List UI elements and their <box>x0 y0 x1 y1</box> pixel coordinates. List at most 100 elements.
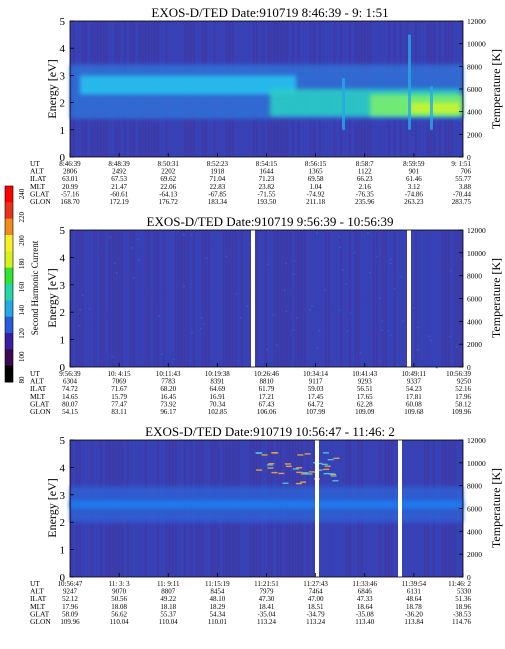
spectrogram-speckle <box>435 366 438 369</box>
orbit-cell: 49.22 <box>160 595 176 603</box>
orbit-cell: 14.65 <box>62 393 78 401</box>
orbit-cell: 1918 <box>210 168 225 176</box>
spectrogram-speckle <box>460 258 463 260</box>
spectrogram-streak <box>277 230 279 367</box>
spectrogram-speckle <box>450 269 453 272</box>
orbit-cell: 109.68 <box>404 408 424 416</box>
spectrogram-speckle <box>249 243 252 246</box>
orbit-cell: 9117 <box>309 378 323 386</box>
orbit-cell: 83.11 <box>111 408 127 416</box>
orbit-cell: 183.34 <box>208 198 228 206</box>
spectrogram-streak <box>199 230 201 367</box>
orbit-row-label: ILAT <box>30 594 47 603</box>
spectrogram-speckle <box>323 472 330 475</box>
orbit-cell: 110.04 <box>159 618 178 626</box>
spectrogram-streak <box>130 230 132 367</box>
spectrogram-streak <box>421 230 423 367</box>
spectrogram-speckle <box>182 233 185 236</box>
orbit-cell: 68.20 <box>160 385 176 393</box>
spectrogram-speckle <box>256 469 263 471</box>
orbit-cell: 109.96 <box>60 618 80 626</box>
orbit-cell: 56.62 <box>111 610 127 618</box>
spectrogram-streak <box>364 230 366 367</box>
orbit-cell: 10:26:46 <box>254 370 279 378</box>
spectrogram-streak <box>217 230 219 367</box>
colorbar-tick-label: 200 <box>18 235 26 246</box>
spectrogram-streak <box>430 230 432 367</box>
spectrogram-streak <box>358 230 360 367</box>
spectrogram-speckle <box>293 290 296 292</box>
orbit-cell: 11:39:54 <box>402 580 427 588</box>
orbit-cell: 71.04 <box>210 175 226 183</box>
spectrogram-speckle <box>70 248 73 250</box>
spectrogram-speckle <box>366 231 369 234</box>
y2-tick-label: 10000 <box>467 40 486 49</box>
spectrogram-speckle <box>312 332 315 335</box>
spectrogram-speckle <box>284 262 287 265</box>
spectrogram-speckle <box>311 305 314 308</box>
spectrogram-speckle <box>261 361 264 363</box>
y-tick-label: 3 <box>60 70 66 82</box>
spectrogram-streak <box>154 230 156 367</box>
orbit-cell: -74.92 <box>307 190 326 198</box>
spectrogram-speckle <box>330 473 337 476</box>
spectrogram-streak <box>292 230 294 367</box>
spectrogram-streak <box>298 230 300 367</box>
orbit-cell: -35.08 <box>356 610 375 618</box>
spectrogram-speckle <box>90 324 93 327</box>
spectrogram-spike <box>430 86 433 130</box>
orbit-cell: 71.23 <box>259 175 275 183</box>
orbit-cell: -36.20 <box>405 610 424 618</box>
orbit-row-label: ILAT <box>30 174 47 183</box>
spectrogram-streak <box>373 230 375 367</box>
spectrogram-streak <box>307 230 309 367</box>
orbit-cell: 64.72 <box>308 400 324 408</box>
spectrogram-speckle <box>422 359 425 361</box>
orbit-cell: 11:33:46 <box>352 580 377 588</box>
spectrogram-speckle <box>416 349 419 351</box>
spectrogram-streak <box>433 230 435 367</box>
spectrogram-streak <box>91 230 93 367</box>
spectrogram-spike <box>408 34 411 130</box>
spectrogram-speckle <box>365 300 368 303</box>
orbit-row-label: UT <box>30 579 40 588</box>
orbit-cell: 172.19 <box>110 198 130 206</box>
orbit-cell: 1122 <box>358 168 372 176</box>
panel-2-axes: 0 1 2 3 4 5 0 2000 4000 6000 8000 10000 12000 <box>60 225 487 374</box>
orbit-cell: 168.70 <box>60 198 80 206</box>
orbit-cell: 176.72 <box>159 198 179 206</box>
orbit-cell: -60.61 <box>110 190 129 198</box>
data-gap <box>251 230 255 367</box>
spectrogram-streak <box>268 230 270 367</box>
spectrogram-speckle <box>333 457 340 460</box>
colorbar-cell <box>5 267 13 285</box>
spectrogram-speckle <box>311 287 314 290</box>
y-tick-label: 4 <box>60 462 66 474</box>
spectrogram-streak <box>205 230 207 367</box>
colorbar-tick-label: 240 <box>18 188 26 199</box>
orbit-cell: 2492 <box>112 168 127 176</box>
spectrogram-speckle <box>177 271 180 274</box>
spectrogram-streak <box>208 230 210 367</box>
y2-tick-label: 0 <box>467 363 471 372</box>
spectrogram-speckle <box>292 328 295 331</box>
y2-tick-label: 12000 <box>467 436 486 445</box>
spectrogram-streak <box>424 230 426 367</box>
spectrogram-speckle <box>160 353 163 355</box>
spectrogram-speckle <box>445 237 448 240</box>
orbit-cell: 106.06 <box>257 408 277 416</box>
spectrogram-streak <box>382 230 384 367</box>
spectrogram-speckle <box>197 348 200 350</box>
spectrogram-streak <box>136 230 138 367</box>
orbit-row-label: MLT <box>30 602 46 611</box>
orbit-row-label: ILAT <box>30 384 47 393</box>
orbit-cell: 16.45 <box>160 393 176 401</box>
spectrogram-speckle <box>176 324 179 326</box>
spectrogram-speckle <box>130 247 133 249</box>
spectrogram-speckle <box>402 320 405 322</box>
orbit-cell: 54.15 <box>62 408 78 416</box>
spectrogram-speckle <box>324 465 331 467</box>
spectrogram-speckle <box>292 259 295 262</box>
spectrogram-band <box>410 102 460 114</box>
spectrogram-speckle <box>323 283 326 285</box>
